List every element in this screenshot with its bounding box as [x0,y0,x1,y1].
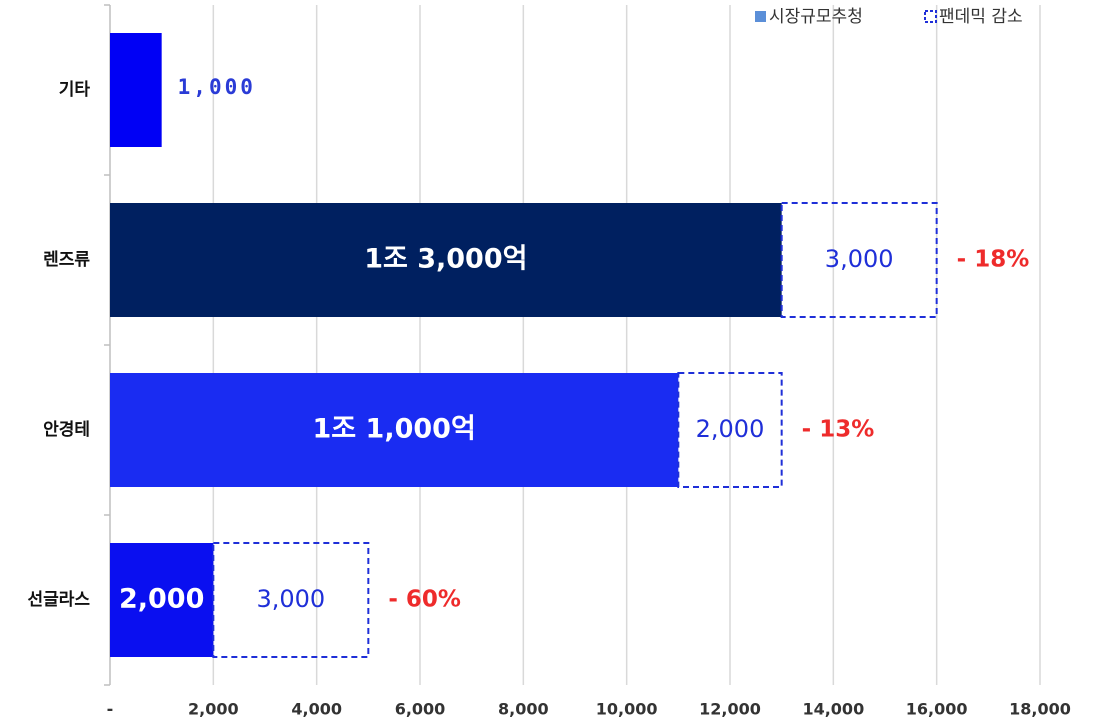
legend-label: 팬데믹 감소 [939,7,1023,27]
bar-segment [677,372,783,488]
bar [110,373,679,487]
value-label: 1조 1,000억 [313,414,476,445]
y-tick-label: 안경테 [43,420,90,440]
x-tick-label: 16,000 [906,700,968,719]
x-tick-label: 12,000 [699,700,761,719]
value-label: 2,000 [119,584,204,615]
value-label: 3,000 [256,585,325,613]
legend-swatch [755,11,766,22]
value-label: 1조 3,000억 [364,244,527,275]
bar [110,543,214,657]
x-tick-label: 18,000 [1009,700,1071,719]
bar-segment [780,202,938,318]
y-tick-label: 렌즈류 [43,250,90,270]
x-tick-label: 10,000 [596,700,658,719]
value-label: 3,000 [825,245,894,273]
bar [110,33,162,147]
legend-label: 시장규모추청 [769,7,863,27]
x-tick-label: 2,000 [188,700,239,719]
value-label: 1,000 [178,75,256,99]
value-label: 2,000 [696,415,765,443]
y-tick-label: 기타 [59,80,91,100]
bar [110,203,782,317]
bar-segment [212,542,370,658]
x-tick-label: 4,000 [291,700,342,719]
legend-swatch [924,10,937,23]
annotation: - 13% [802,417,875,443]
y-tick-label: 선글라스 [27,590,90,610]
x-tick-label: 6,000 [395,700,446,719]
x-tick-label: 14,000 [802,700,864,719]
x-tick-label: 8,000 [498,700,549,719]
annotation: - 18% [957,247,1030,273]
annotation: - 60% [388,587,461,613]
x-tick-label: - [107,700,114,719]
